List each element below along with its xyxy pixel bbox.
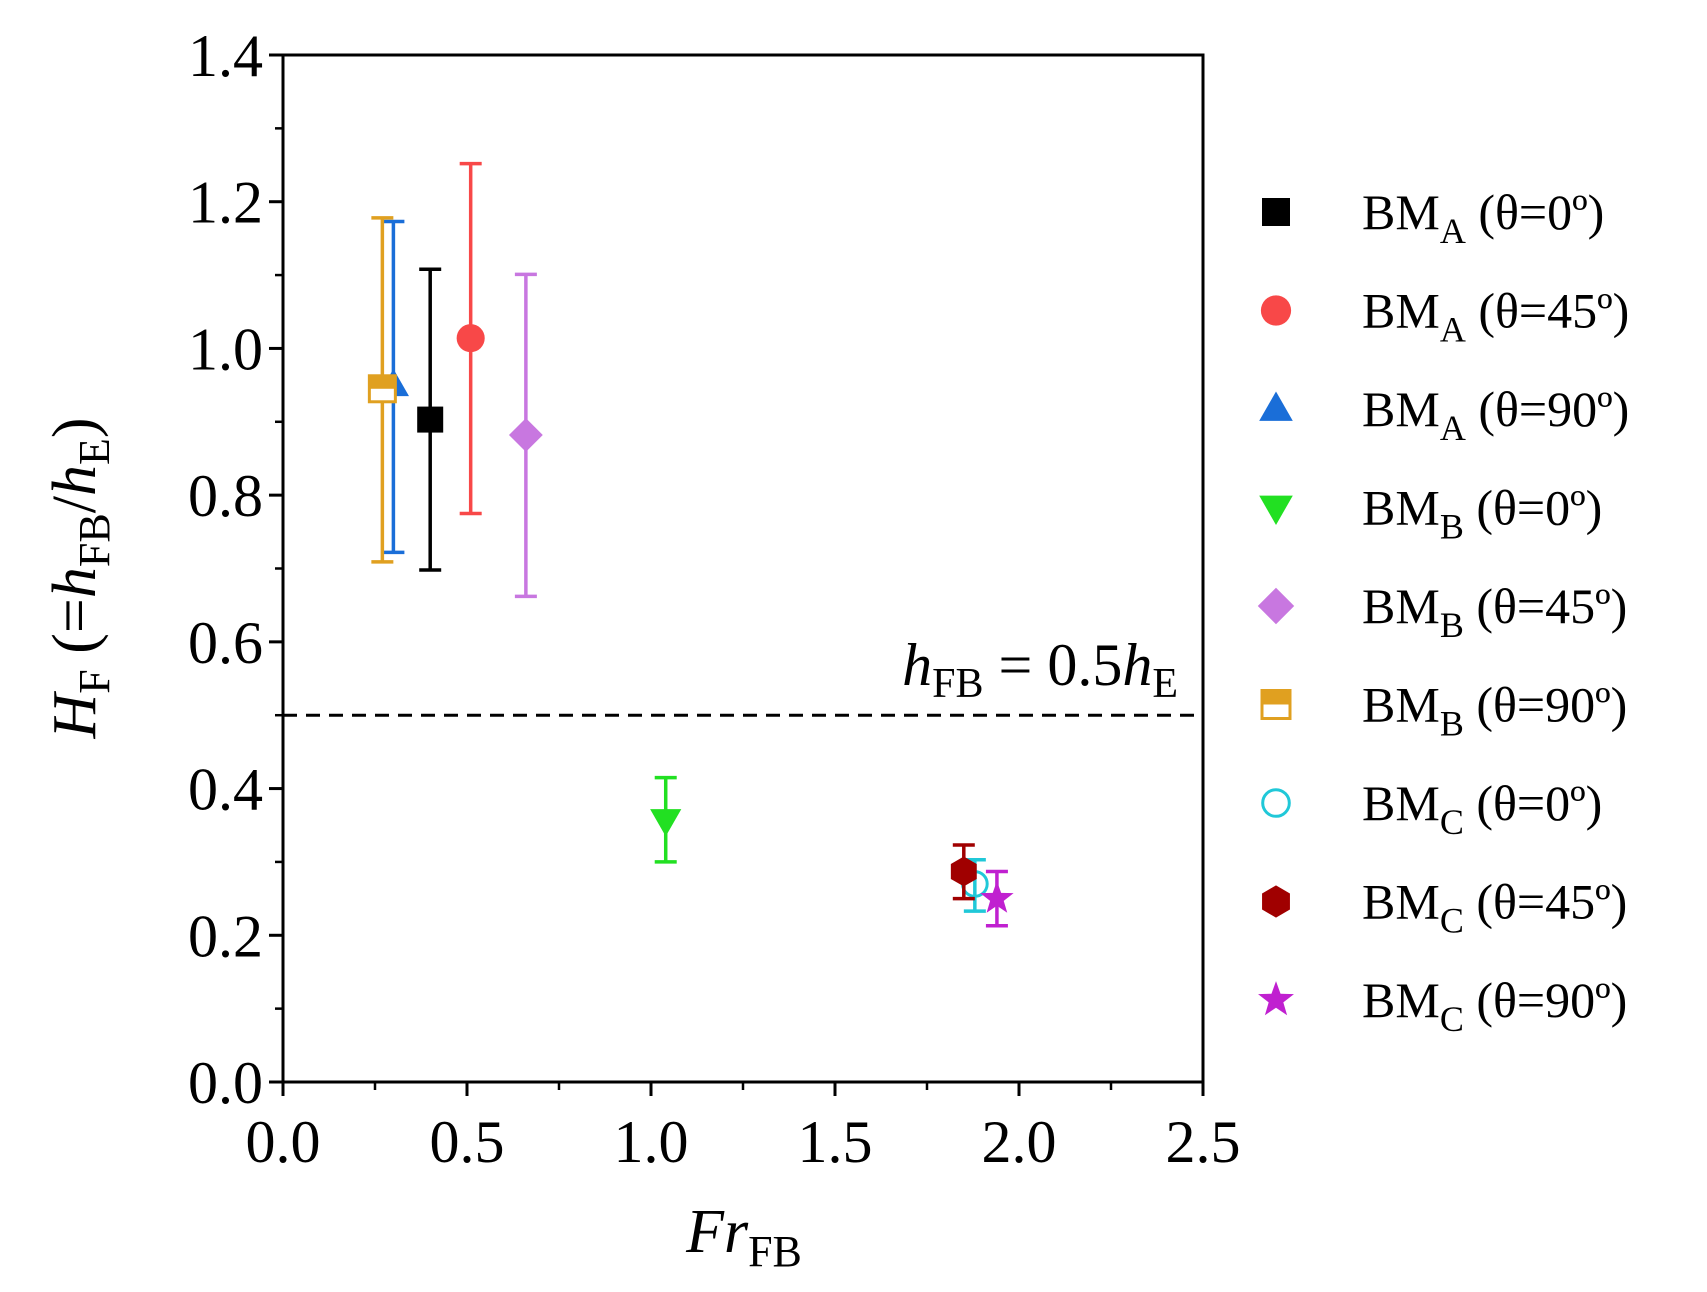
legend-item: BMC (θ=0º) [1261, 775, 1602, 842]
legend-marker [1259, 495, 1293, 525]
legend-label: BMC (θ=90º) [1362, 972, 1627, 1039]
series-2 [456, 161, 485, 516]
legend-item: BMB (θ=90º) [1260, 677, 1627, 744]
legend-marker [1258, 981, 1294, 1016]
x-tick-label: 2.0 [982, 1109, 1057, 1175]
legend-marker [1262, 198, 1290, 226]
data-point [950, 856, 977, 887]
y-tick-label: 0.8 [188, 463, 263, 529]
y-tick-label: 0.2 [188, 903, 263, 969]
legend-item: BMB (θ=45º) [1257, 578, 1627, 645]
y-tick-label: 0.0 [188, 1050, 263, 1116]
data-point [980, 881, 1014, 913]
y-tick-label: 1.4 [188, 23, 263, 89]
legend-item: BMC (θ=90º) [1258, 972, 1627, 1039]
data-point [650, 809, 682, 837]
legend: BMA (θ=0º) BMA (θ=45º) BMA (θ=90º) BMB (θ=0… [1257, 184, 1629, 1039]
y-tick-label: 0.6 [188, 610, 263, 676]
series-9 [980, 869, 1014, 928]
x-tick-label: 1.0 [614, 1109, 689, 1175]
reference-line-label: hFB = 0.5hE [902, 632, 1178, 707]
data-point [456, 324, 485, 353]
x-tick-label: 2.5 [1166, 1109, 1241, 1175]
data-point [417, 406, 444, 433]
legend-item: BMA (θ=0º) [1262, 184, 1604, 251]
y-axis-title: HF (=hFB/hE) [41, 418, 119, 740]
legend-item: BMB (θ=0º) [1259, 480, 1602, 547]
x-tick-label: 0.5 [430, 1109, 505, 1175]
legend-marker [1260, 689, 1292, 720]
legend-label: BMA (θ=90º) [1362, 381, 1629, 448]
legend-label: BMA (θ=45º) [1362, 283, 1629, 350]
x-tick-label: 1.5 [798, 1109, 873, 1175]
series-group [367, 161, 1014, 928]
legend-label: BMB (θ=90º) [1362, 677, 1627, 744]
y-tick-label: 1.2 [188, 170, 263, 236]
legend-label: BMB (θ=0º) [1362, 480, 1602, 547]
series-4 [650, 775, 682, 864]
legend-label: BMB (θ=45º) [1362, 578, 1627, 645]
data-point [367, 374, 397, 404]
x-axis-title: FrFB [685, 1198, 802, 1276]
legend-label: BMC (θ=45º) [1362, 874, 1627, 941]
series-5 [508, 272, 543, 599]
legend-label: BMA (θ=0º) [1362, 184, 1604, 251]
series-1 [417, 267, 444, 572]
data-point [508, 418, 543, 452]
x-tick-label: 0.0 [246, 1109, 321, 1175]
y-tick-label: 1.0 [188, 316, 263, 382]
y-tick-label: 0.4 [188, 757, 263, 823]
legend-marker [1257, 587, 1295, 625]
legend-marker [1260, 295, 1292, 326]
legend-item: BMC (θ=45º) [1262, 874, 1627, 941]
legend-label: BMC (θ=0º) [1362, 775, 1602, 842]
legend-item: BMA (θ=45º) [1260, 283, 1629, 350]
series-8 [950, 843, 977, 901]
legend-marker [1259, 391, 1293, 421]
legend-item: BMA (θ=90º) [1259, 381, 1629, 448]
series-6 [367, 216, 397, 564]
legend-marker [1261, 788, 1291, 818]
axes-group: 0.0 0.5 1.0 1.5 2.0 2.5 0.0 0.2 0.4 0.6 0.8 1.0 1.2 1… [188, 23, 1241, 1175]
legend-marker [1262, 885, 1290, 918]
